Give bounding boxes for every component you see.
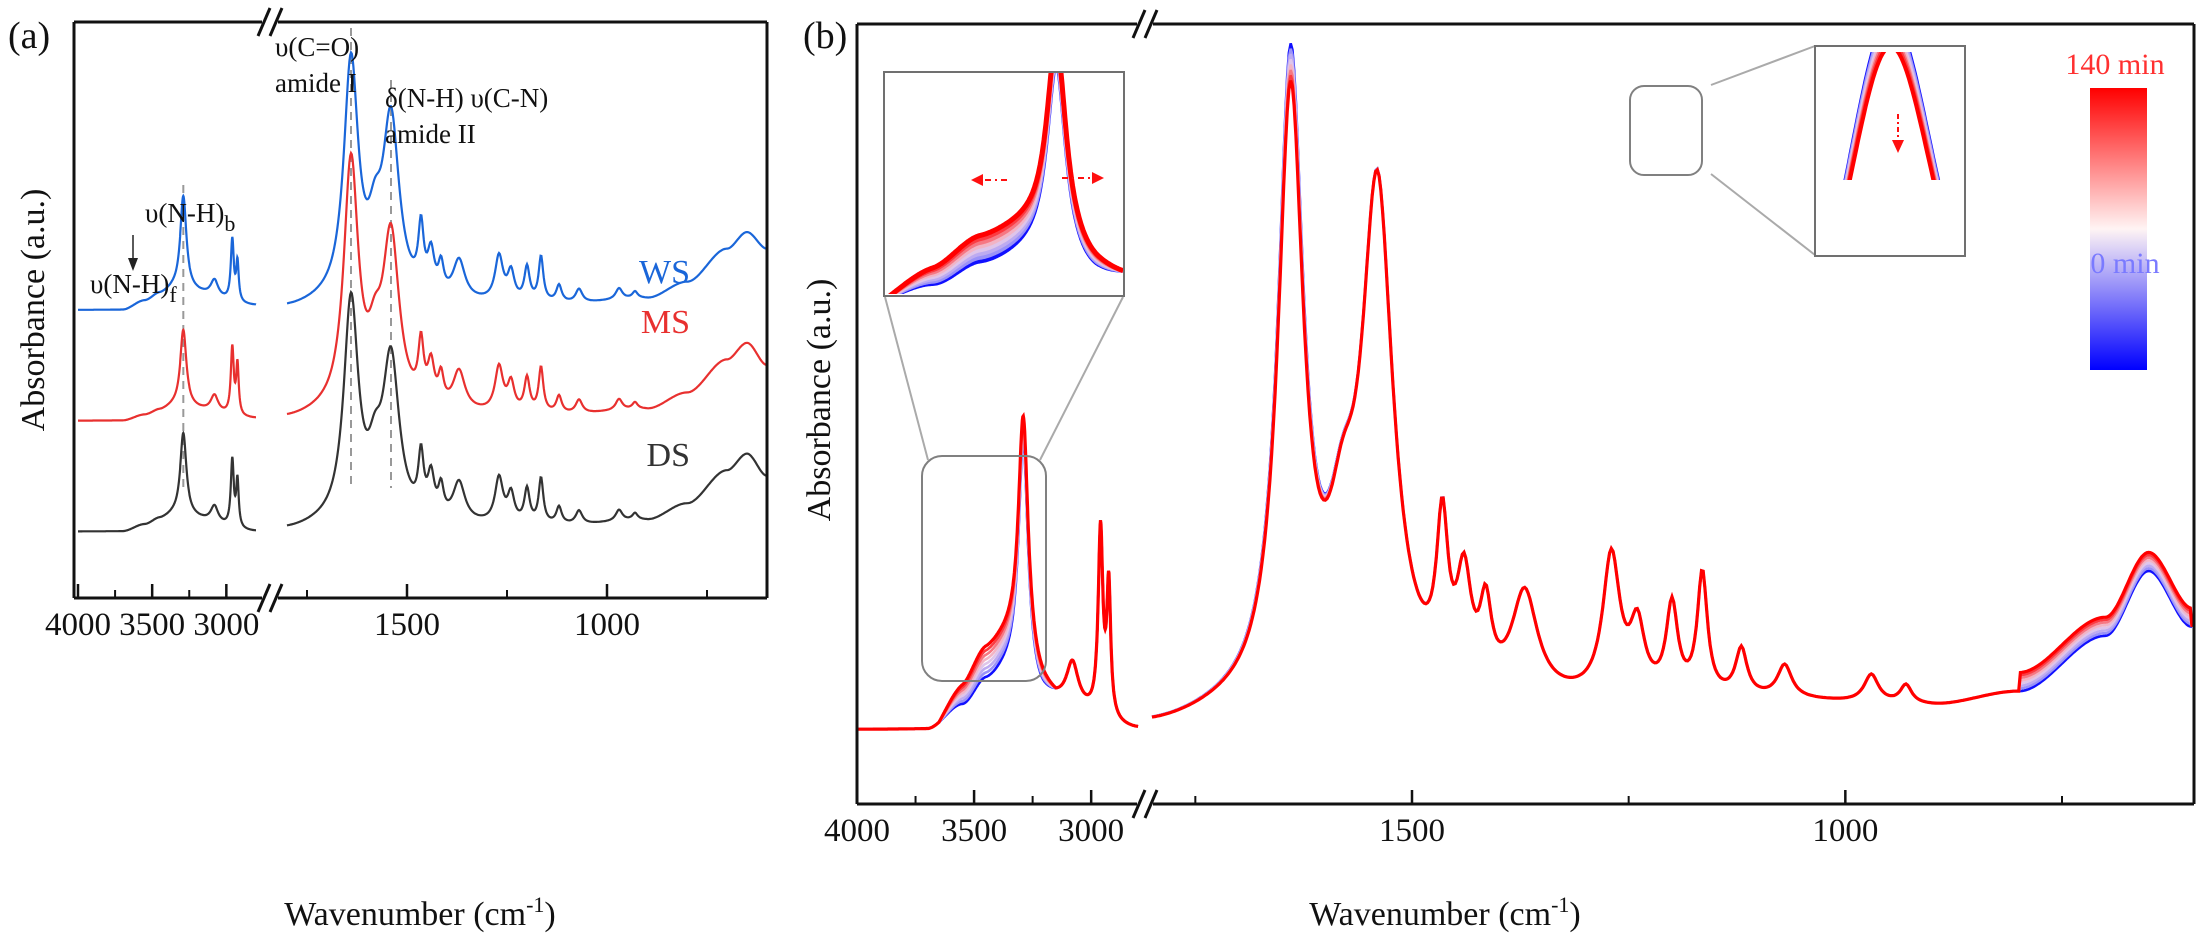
panel-b: (b) 4000 3500 3000 1500 1000 Wavenumber (cm-… xyxy=(801,9,2196,933)
inset-series-line xyxy=(888,72,1123,294)
x-tick-label: 1500 xyxy=(374,607,440,643)
annotation-amide-ii: amide II xyxy=(385,119,476,149)
annotation-amide-i: amide I xyxy=(275,68,357,98)
inset-series-line xyxy=(1844,52,1940,180)
zoom-region-amide1 xyxy=(1629,85,1703,176)
y-axis-title: Absorbance (a.u.) xyxy=(801,279,838,522)
arrow-down-icon xyxy=(1892,114,1904,153)
series-line-ds xyxy=(78,289,766,533)
inset-series-line xyxy=(1847,52,1937,180)
colorbar xyxy=(2090,88,2147,370)
inset-nh-spectra xyxy=(888,72,1123,294)
axis-break-mark xyxy=(1143,9,1159,39)
x-tick-label: 3000 xyxy=(1058,813,1124,849)
x-tick-label: 3500 xyxy=(119,607,185,643)
annotation-c-o-stretch: υ(C=O) xyxy=(275,32,359,62)
inset-series-line xyxy=(891,72,1123,294)
annotation-n-h-bonded: υ(N-H)b xyxy=(145,198,235,236)
series-line-ws xyxy=(78,49,766,311)
series-group xyxy=(78,49,766,533)
x-ticks: 4000 3500 3000 1500 1000 xyxy=(45,584,708,643)
inset-series-line xyxy=(1844,52,1939,180)
x-tick-label: 1500 xyxy=(1379,813,1445,849)
x-tick-label: 3500 xyxy=(941,813,1007,849)
inset-series-line xyxy=(890,72,1123,294)
connector-line xyxy=(1710,173,1816,256)
series-label-ms: MS xyxy=(641,304,690,341)
arrow-left-icon xyxy=(971,174,1010,186)
series-label-ws: WS xyxy=(639,254,690,291)
panel-a-label: (a) xyxy=(8,15,50,57)
x-tick-label: 3000 xyxy=(193,607,259,643)
panel-a: (a) 4000 3500 3000 1500 1000 Wavenumber (cm-… xyxy=(8,7,769,933)
inset-series-line xyxy=(1843,52,1941,180)
x-tick-label: 4000 xyxy=(45,607,111,643)
time-series-line xyxy=(857,74,2194,731)
series-label-ds: DS xyxy=(647,437,690,474)
inset-series-line xyxy=(1846,52,1937,180)
annotation-n-h-free: υ(N-H)f xyxy=(90,269,177,307)
connector-line xyxy=(1710,45,1816,86)
inset-nh xyxy=(883,71,1125,297)
inset-series-line xyxy=(889,72,1123,294)
x-axis-title: Wavenumber (cm-1) xyxy=(1309,892,1580,933)
time-series-line xyxy=(857,64,2194,731)
series-line-ms xyxy=(78,150,766,422)
time-series-line xyxy=(857,53,2194,731)
series-group xyxy=(857,43,2194,731)
axis-break-mark xyxy=(1131,9,1147,39)
axes-frame xyxy=(855,9,2196,819)
x-ticks: 4000 3500 3000 1500 1000 xyxy=(824,790,2063,849)
time-series-line xyxy=(857,43,2193,731)
time-series-line xyxy=(857,69,2194,731)
panel-b-label: (b) xyxy=(803,15,847,57)
inset-series-line xyxy=(1847,52,1936,180)
inset-amide1 xyxy=(1814,45,1966,257)
connector-line xyxy=(1039,296,1124,461)
axis-break-mark xyxy=(1131,789,1147,819)
inset-amide1-spectra xyxy=(1843,52,1941,180)
time-series-line xyxy=(857,58,2194,731)
inset-series-line xyxy=(889,72,1123,294)
time-series-line xyxy=(857,48,2194,731)
axes-frame xyxy=(72,7,769,613)
axis-break-mark xyxy=(256,7,272,37)
x-tick-label: 1000 xyxy=(574,607,640,643)
inset-series-line xyxy=(1845,52,1938,180)
axis-break-mark xyxy=(268,583,284,613)
arrow-right-icon xyxy=(1062,172,1104,184)
time-series-line xyxy=(857,80,2194,731)
zoom-region-nh xyxy=(921,455,1047,682)
connector-line xyxy=(884,296,929,461)
y-axis-title: Absorbance (a.u.) xyxy=(15,189,52,432)
axis-break-mark xyxy=(268,7,284,37)
axis-break-mark xyxy=(1143,789,1159,819)
colorbar-top-label: 140 min xyxy=(2065,48,2164,81)
annotation-n-h-bend-c-n-stretch: δ(N-H) υ(C-N) xyxy=(385,83,548,113)
x-tick-label: 1000 xyxy=(1812,813,1878,849)
arrow-down-icon xyxy=(128,235,138,271)
x-axis-title: Wavenumber (cm-1) xyxy=(284,892,555,933)
inset-series-line xyxy=(892,72,1123,294)
inset-series-line xyxy=(890,72,1123,294)
inset-series-line xyxy=(1845,52,1939,180)
x-tick-label: 4000 xyxy=(824,813,890,849)
colorbar-bottom-label: 0 min xyxy=(2090,247,2159,280)
axis-break-mark xyxy=(256,583,272,613)
